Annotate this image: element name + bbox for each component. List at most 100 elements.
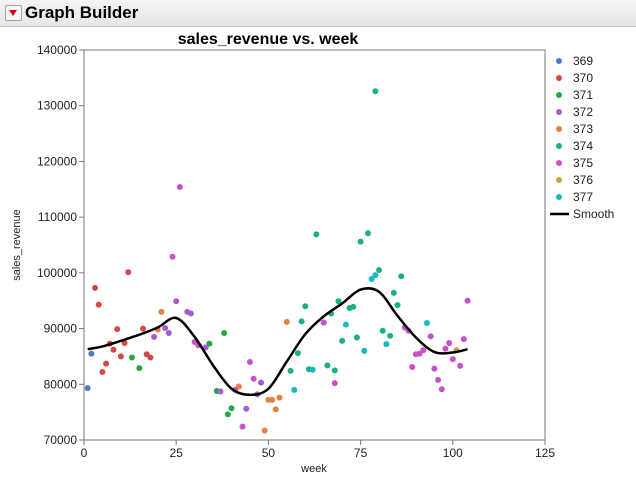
data-point-374[interactable] bbox=[339, 337, 346, 344]
title-bar: Graph Builder bbox=[0, 0, 636, 27]
data-point-375[interactable] bbox=[431, 365, 438, 372]
data-point-374[interactable] bbox=[324, 362, 331, 369]
data-point-370[interactable] bbox=[117, 353, 124, 360]
data-point-372[interactable] bbox=[151, 333, 158, 340]
data-point-375[interactable] bbox=[457, 362, 464, 369]
data-point-374[interactable] bbox=[287, 367, 294, 374]
data-point-374[interactable] bbox=[313, 231, 320, 238]
data-point-374[interactable] bbox=[390, 289, 397, 296]
data-point-371[interactable] bbox=[221, 330, 228, 337]
data-point-373[interactable] bbox=[276, 394, 283, 401]
data-point-377[interactable] bbox=[368, 275, 375, 282]
data-point-377[interactable] bbox=[291, 386, 298, 393]
legend-label-374: 374 bbox=[573, 139, 593, 153]
data-point-374[interactable] bbox=[394, 302, 401, 309]
data-point-370[interactable] bbox=[103, 360, 110, 367]
y-tick-label: 100000 bbox=[37, 266, 77, 280]
y-tick-label: 90000 bbox=[44, 322, 78, 336]
data-point-369[interactable] bbox=[84, 385, 91, 392]
red-disclosure-triangle-icon[interactable] bbox=[5, 5, 22, 21]
data-point-375[interactable] bbox=[420, 347, 427, 354]
data-point-370[interactable] bbox=[110, 346, 117, 353]
data-point-370[interactable] bbox=[121, 340, 128, 347]
data-point-375[interactable] bbox=[446, 340, 453, 347]
data-point-371[interactable] bbox=[206, 340, 213, 347]
data-point-374[interactable] bbox=[331, 367, 338, 374]
data-point-373[interactable] bbox=[269, 396, 276, 403]
data-point-373[interactable] bbox=[283, 318, 290, 325]
data-point-375[interactable] bbox=[246, 359, 253, 365]
data-point-375[interactable] bbox=[331, 380, 338, 387]
data-point-377[interactable] bbox=[423, 320, 430, 326]
data-point-372[interactable] bbox=[217, 388, 224, 395]
data-point-374[interactable] bbox=[294, 350, 301, 357]
data-point-374[interactable] bbox=[302, 303, 309, 310]
data-point-372[interactable] bbox=[243, 405, 250, 412]
data-point-370[interactable] bbox=[99, 369, 106, 376]
data-point-371[interactable] bbox=[136, 365, 143, 372]
data-point-371[interactable] bbox=[228, 405, 235, 412]
data-point-375[interactable] bbox=[442, 345, 449, 352]
data-point-370[interactable] bbox=[125, 269, 132, 276]
data-point-374[interactable] bbox=[372, 88, 379, 95]
x-axis: 0 25 50 75 100 125 bbox=[81, 440, 555, 460]
legend-swatch-371 bbox=[556, 92, 562, 98]
data-point-374[interactable] bbox=[335, 298, 342, 305]
data-points bbox=[84, 88, 471, 434]
data-point-372[interactable] bbox=[258, 379, 265, 386]
data-point-370[interactable] bbox=[92, 284, 99, 291]
data-point-375[interactable] bbox=[409, 364, 416, 371]
data-point-370[interactable] bbox=[114, 326, 121, 333]
smooth-curve bbox=[87, 287, 468, 397]
data-point-375[interactable] bbox=[427, 333, 434, 340]
data-point-375[interactable] bbox=[464, 297, 471, 304]
data-point-372[interactable] bbox=[162, 325, 169, 332]
y-tick-label: 120000 bbox=[37, 154, 77, 168]
data-point-375[interactable] bbox=[435, 376, 442, 383]
data-point-374[interactable] bbox=[379, 327, 386, 334]
data-point-371[interactable] bbox=[224, 411, 231, 418]
data-point-377[interactable] bbox=[342, 321, 349, 328]
data-point-374[interactable] bbox=[398, 273, 405, 280]
x-tick-label: 25 bbox=[170, 446, 184, 460]
data-point-372[interactable] bbox=[202, 344, 209, 351]
data-point-375[interactable] bbox=[438, 386, 445, 393]
data-point-374[interactable] bbox=[387, 332, 394, 339]
data-point-372[interactable] bbox=[173, 298, 180, 305]
data-point-374[interactable] bbox=[350, 303, 357, 310]
x-tick-label: 125 bbox=[535, 446, 555, 460]
data-point-375[interactable] bbox=[449, 356, 456, 363]
data-point-375[interactable] bbox=[169, 253, 176, 260]
data-point-374[interactable] bbox=[353, 334, 360, 341]
data-point-374[interactable] bbox=[364, 230, 371, 237]
data-point-369[interactable] bbox=[88, 350, 95, 357]
y-axis-label: sales_revenue bbox=[11, 209, 23, 281]
data-point-374[interactable] bbox=[357, 238, 364, 245]
legend-swatch-374 bbox=[556, 143, 562, 149]
legend-swatch-377 bbox=[556, 194, 562, 200]
data-point-373[interactable] bbox=[272, 406, 279, 413]
legend-swatch-370 bbox=[556, 75, 562, 81]
data-point-375[interactable] bbox=[176, 184, 183, 191]
data-point-370[interactable] bbox=[140, 325, 147, 332]
data-point-375[interactable] bbox=[320, 319, 327, 326]
data-point-370[interactable] bbox=[95, 301, 102, 308]
data-point-377[interactable] bbox=[309, 366, 316, 373]
data-point-374[interactable] bbox=[376, 267, 383, 274]
data-point-377[interactable] bbox=[361, 347, 368, 354]
data-point-374[interactable] bbox=[298, 318, 305, 325]
legend: 369 370 371 372 373 374 375 376 377 Smooth bbox=[550, 54, 614, 221]
data-point-377[interactable] bbox=[372, 272, 379, 279]
data-point-377[interactable] bbox=[383, 341, 390, 348]
data-point-373[interactable] bbox=[158, 308, 165, 315]
data-point-375[interactable] bbox=[250, 375, 257, 382]
data-point-375[interactable] bbox=[460, 336, 467, 343]
data-point-373[interactable] bbox=[261, 427, 268, 434]
triangle-down-icon bbox=[9, 10, 17, 16]
legend-label-377: 377 bbox=[573, 190, 593, 204]
data-point-375[interactable] bbox=[239, 423, 246, 430]
data-point-372[interactable] bbox=[165, 330, 172, 337]
data-point-371[interactable] bbox=[128, 354, 135, 361]
data-point-370[interactable] bbox=[147, 354, 154, 361]
data-point-372[interactable] bbox=[187, 310, 194, 317]
